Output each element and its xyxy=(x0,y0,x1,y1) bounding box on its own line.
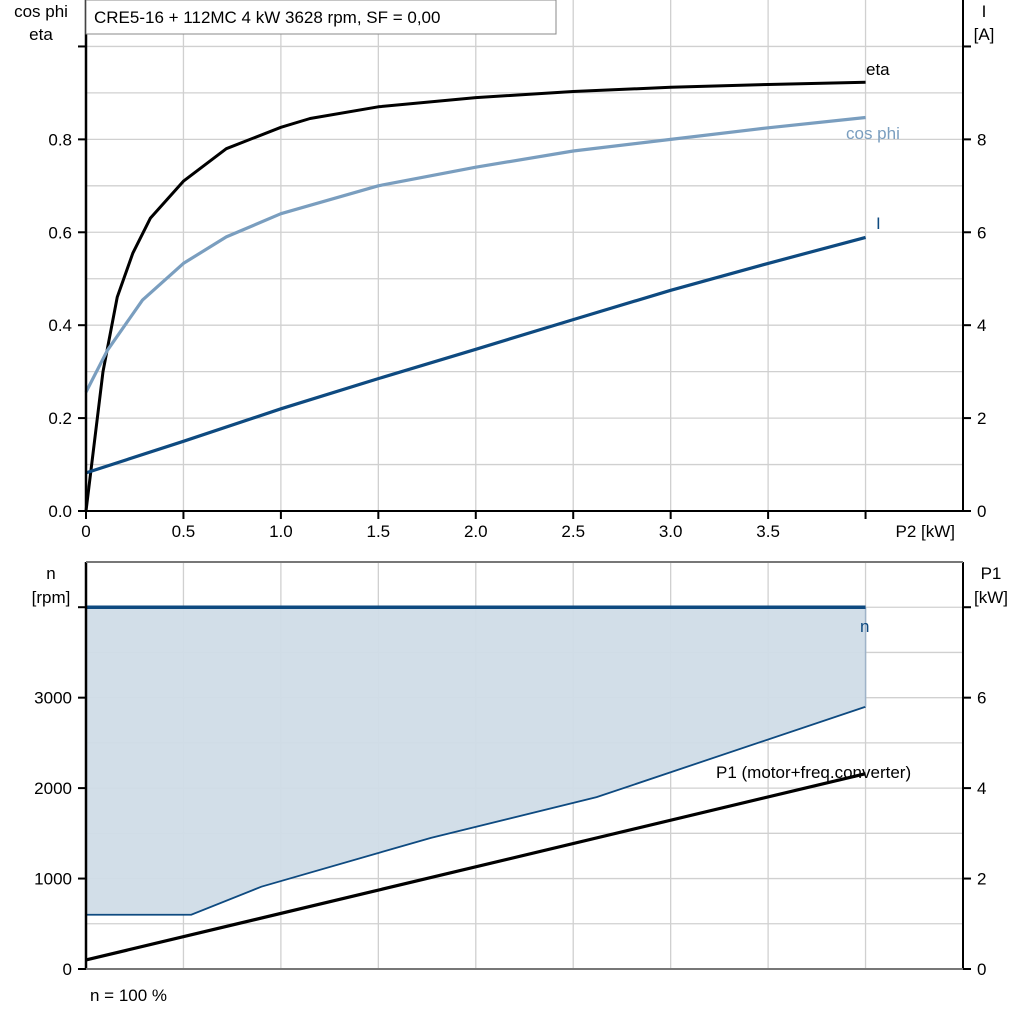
footer-speed: n = 100 % xyxy=(90,986,167,1005)
series-line-I xyxy=(85,235,867,475)
right-tick-label: 6 xyxy=(977,223,986,242)
right-tick-label: 4 xyxy=(977,316,986,335)
series-line-n-min xyxy=(86,705,866,916)
label-eta: eta xyxy=(866,60,890,79)
top-left-ylabel-1: cos phi xyxy=(14,2,68,21)
series-line-P1 xyxy=(85,772,866,962)
speed-range-area xyxy=(86,607,866,915)
right-tick-label: 0 xyxy=(977,502,986,521)
right-tick-label: 6 xyxy=(977,689,986,708)
bottom-tick-label: 2.5 xyxy=(561,522,585,541)
title-box xyxy=(85,0,557,35)
right-tick-label: 0 xyxy=(977,960,986,979)
left-tick-label: 0.6 xyxy=(48,223,72,242)
left-tick-label: 1000 xyxy=(34,870,72,889)
left-tick-label: 0.8 xyxy=(48,130,72,149)
top-left-ylabel-2: eta xyxy=(29,25,53,44)
bottom-left-ylabel-2: [rpm] xyxy=(32,588,71,607)
bottom-tick-label: 3.0 xyxy=(659,522,683,541)
series-line-eta xyxy=(84,80,866,512)
top-xlabel: P2 [kW] xyxy=(895,522,955,541)
label-n: n xyxy=(860,617,869,636)
bottom-left-ylabel-1: n xyxy=(46,564,55,583)
bottom-tick-label: 0.5 xyxy=(172,522,196,541)
left-tick-label: 2000 xyxy=(34,779,72,798)
right-tick-label: 4 xyxy=(977,779,986,798)
left-tick-label: 0.2 xyxy=(48,409,72,428)
chart-title: CRE5-16 + 112MC 4 kW 3628 rpm, SF = 0,00 xyxy=(94,8,440,27)
right-tick-label: 2 xyxy=(977,409,986,428)
label-I: I xyxy=(876,214,881,233)
bottom-tick-label: 1.5 xyxy=(367,522,391,541)
bottom-right-ylabel-2: [kW] xyxy=(974,588,1008,607)
right-tick-label: 2 xyxy=(977,870,986,889)
left-tick-label: 3000 xyxy=(34,689,72,708)
top-right-ylabel-1: I xyxy=(982,2,987,21)
label-P1: P1 (motor+freq.converter) xyxy=(716,763,911,782)
left-tick-label: 0 xyxy=(63,960,72,979)
series-line-cos-phi xyxy=(84,115,866,393)
left-tick-label: 0.0 xyxy=(48,502,72,521)
bottom-tick-label: 0 xyxy=(81,522,90,541)
bottom-tick-label: 3.5 xyxy=(756,522,780,541)
right-tick-label: 8 xyxy=(977,130,986,149)
bottom-tick-label: 2.0 xyxy=(464,522,488,541)
left-tick-label: 0.4 xyxy=(48,316,72,335)
bottom-right-ylabel-1: P1 xyxy=(981,564,1002,583)
label-cos-phi: cos phi xyxy=(846,124,900,143)
top-right-ylabel-2: [A] xyxy=(974,25,995,44)
bottom-tick-label: 1.0 xyxy=(269,522,293,541)
